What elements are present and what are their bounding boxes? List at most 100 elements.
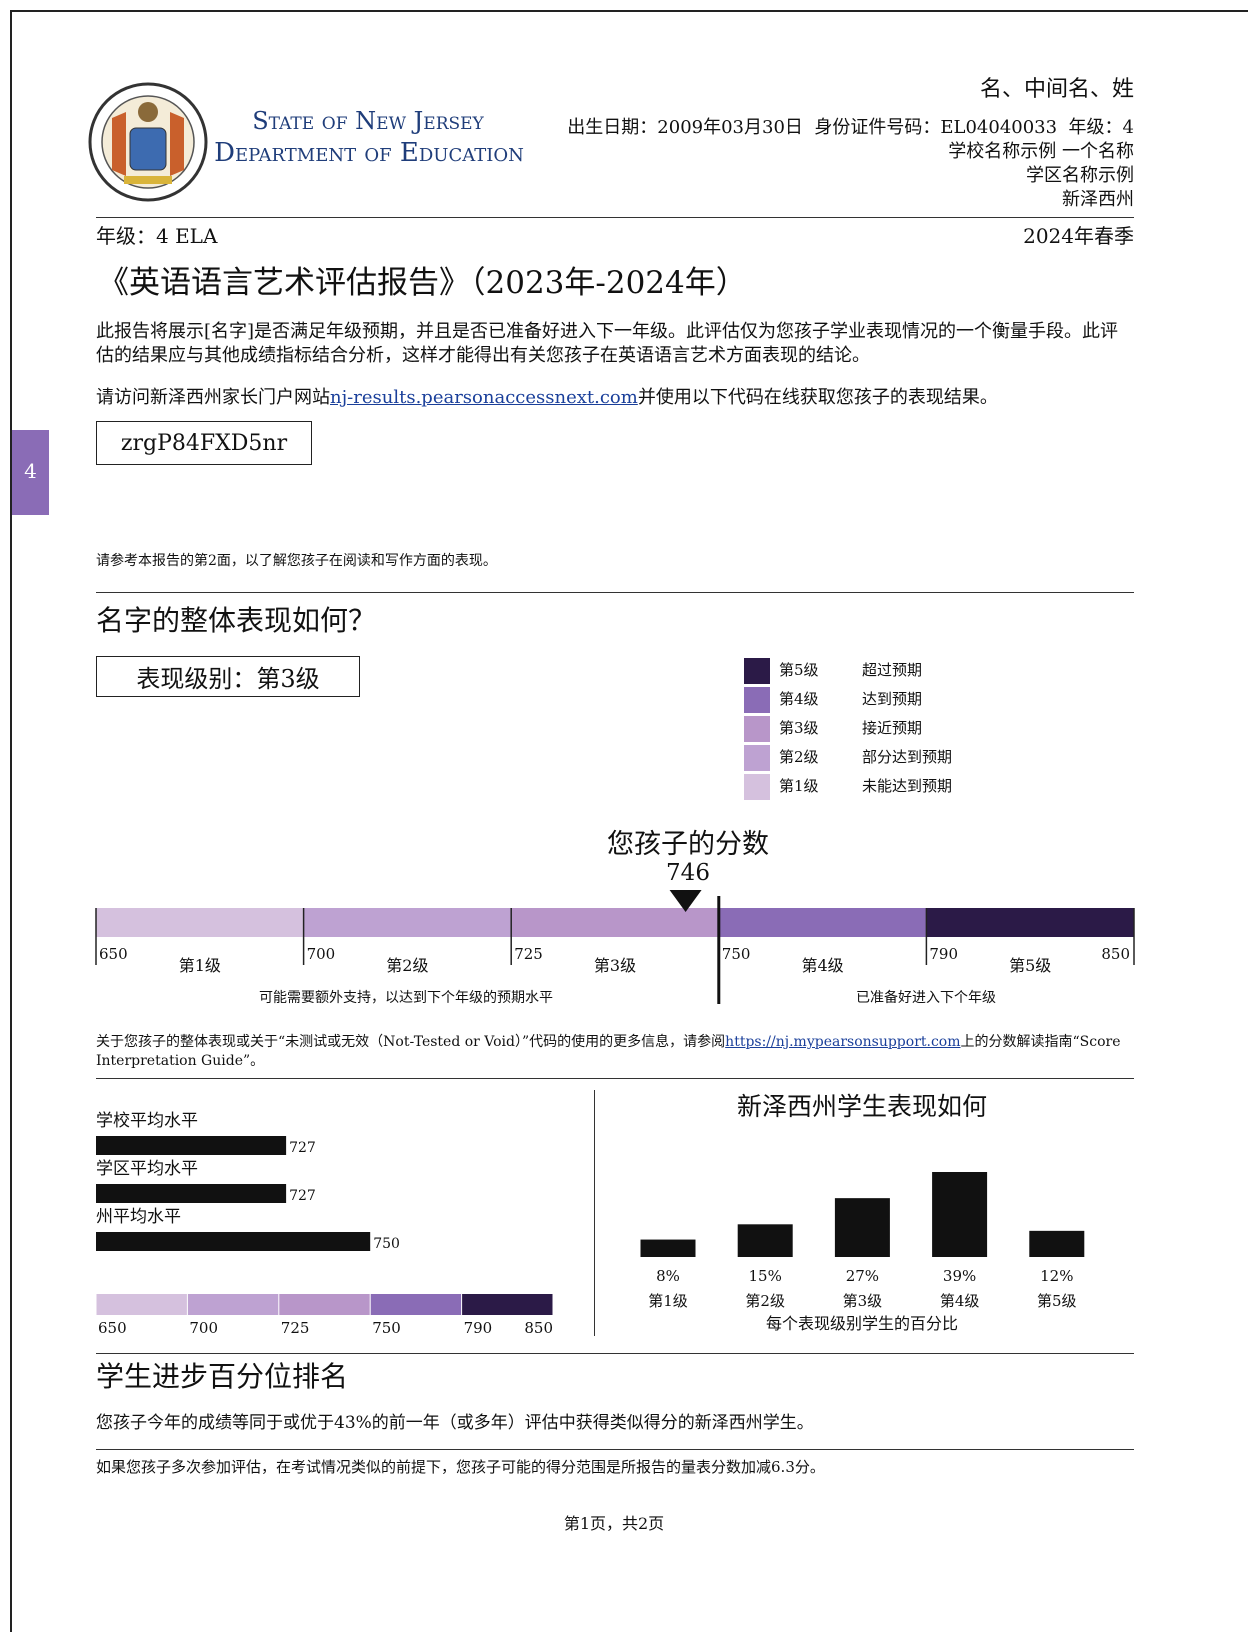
tick-label: 700 <box>189 1319 218 1337</box>
scale-band <box>461 1294 553 1315</box>
divider <box>96 217 1134 218</box>
id-label: 身份证件号码： <box>814 117 941 138</box>
distribution-value: 8% <box>656 1267 680 1285</box>
student-info: 出生日期：2009年03月30日 身份证件号码：EL04040033 年级：4 <box>567 117 1134 139</box>
interpretation: 关于您孩子的整体表现或关于“未测试或无效（Not-Tested or Void）… <box>96 1033 1136 1071</box>
average-bar <box>96 1136 287 1155</box>
birth-label: 出生日期： <box>567 117 658 138</box>
legend-level: 第3级 <box>779 719 819 737</box>
band-level-label: 第3级 <box>594 956 636 975</box>
average-bar <box>96 1184 287 1203</box>
tick-label: 650 <box>99 945 128 963</box>
legend-level: 第2级 <box>779 748 819 766</box>
distribution-value: 12% <box>1040 1267 1073 1285</box>
tick-label: 700 <box>307 945 336 963</box>
school: 学校名称示例 一个名称 <box>948 141 1134 162</box>
level-band <box>511 908 719 937</box>
column-divider <box>594 1090 595 1336</box>
tick-label: 850 <box>524 1319 553 1337</box>
tick-label: 650 <box>98 1319 127 1337</box>
score-marker <box>669 890 702 912</box>
distribution-bar <box>834 1198 890 1257</box>
average-bar <box>96 1232 371 1251</box>
right-note: 已准备好进入下个年级 <box>856 990 996 1006</box>
tick-label: 750 <box>722 945 751 963</box>
agency-line1: State of New Jersey <box>252 107 484 135</box>
average-label: 学校平均水平 <box>96 1111 198 1131</box>
interp-after: 上的分数解读指南“Score Interpretation Guide”。 <box>96 1034 1121 1069</box>
legend-desc: 超过预期 <box>862 661 923 679</box>
page2-note: 请参考本报告的第2面，以了解您孩子在阅读和写作方面的表现。 <box>96 553 497 569</box>
page-frame <box>10 10 1248 1632</box>
tick-label: 725 <box>281 1319 310 1337</box>
range-note: 如果您孩子多次参加评估，在考试情况类似的前提下，您孩子可能的得分范围是所报告的量… <box>96 1458 825 1476</box>
legend-swatch <box>744 774 770 800</box>
state: 新泽西州 <box>1062 189 1134 210</box>
distribution-bar <box>1029 1230 1085 1257</box>
band-level-label: 第1级 <box>179 956 221 975</box>
band-level-label: 第5级 <box>1009 956 1051 975</box>
report-title: 《英语语言艺术评估报告》（2023年-2024年） <box>98 265 747 301</box>
distribution-value: 27% <box>846 1267 879 1285</box>
level-band <box>96 908 304 937</box>
state-seal <box>88 82 208 202</box>
distribution-category: 第4级 <box>940 1292 980 1310</box>
distribution-category: 第2级 <box>745 1292 785 1310</box>
legend-level: 第1级 <box>779 777 819 795</box>
intro: 此报告将展示[名字]是否满足年级预期，并且是否已准备好进入下一年级。此评估仅为您… <box>96 321 1119 366</box>
tick-label: 790 <box>464 1319 493 1337</box>
legend-desc: 部分达到预期 <box>862 748 953 766</box>
percentile-text: 您孩子今年的成绩等同于或优于43%的前一年（或多年）评估中获得类似得分的新泽西州… <box>96 1413 814 1433</box>
student-id: EL04040033 <box>940 117 1058 138</box>
distribution-bar <box>640 1239 696 1257</box>
tick-label: 790 <box>929 945 958 963</box>
scale-band <box>96 1294 188 1315</box>
side-tab-label: 4 <box>24 459 37 483</box>
overall-heading: 名字的整体表现如何？ <box>96 604 377 637</box>
distribution-value: 39% <box>943 1267 976 1285</box>
level-box: 表现级别：第3级 <box>96 656 360 697</box>
level-band <box>926 908 1134 937</box>
grade-label: 年级： <box>1068 117 1123 138</box>
legend-desc: 未能达到预期 <box>862 777 953 795</box>
average-value: 727 <box>289 1140 316 1156</box>
level-band <box>718 908 927 937</box>
divider <box>96 1353 1134 1354</box>
portal-after: 并使用以下代码在线获取您孩子的表现结果。 <box>637 387 998 408</box>
average-value: 727 <box>289 1188 316 1204</box>
tick-label: 725 <box>514 945 543 963</box>
footer: 第1页，共2页 <box>563 1514 665 1533</box>
distribution-xlabel: 每个表现级别学生的百分比 <box>765 1314 958 1333</box>
district: 学区名称示例 <box>1026 165 1134 186</box>
legend-level: 第4级 <box>779 690 819 708</box>
legend-swatch <box>744 687 770 713</box>
distribution-category: 第5级 <box>1037 1292 1077 1310</box>
season: 2024年春季 <box>1023 224 1134 248</box>
average-label: 学区平均水平 <box>96 1159 198 1179</box>
distribution-category: 第1级 <box>648 1292 688 1310</box>
legend-swatch <box>744 745 770 771</box>
tick-label: 850 <box>1101 945 1130 963</box>
legend-desc: 达到预期 <box>862 690 923 708</box>
birth-date: 2009年03月30日 <box>657 117 803 138</box>
agency-line2: Department of Education <box>214 138 524 168</box>
band-level-label: 第2级 <box>386 956 428 975</box>
grade-subject: 年级：4 ELA <box>96 224 218 248</box>
legend-swatch <box>744 658 770 684</box>
score: 746 <box>666 860 710 886</box>
distribution-value: 15% <box>749 1267 782 1285</box>
portal-link[interactable]: nj-results.pearsonaccessnext.com <box>330 387 638 408</box>
divider <box>96 1078 1134 1079</box>
legend-swatch <box>744 716 770 742</box>
average-label: 州平均水平 <box>96 1207 181 1227</box>
distribution-category: 第3级 <box>843 1292 883 1310</box>
portal-text: 请访问新泽西州家长门户网站nj-results.pearsonaccessnex… <box>96 387 998 409</box>
level-band <box>303 908 512 937</box>
band-level-label: 第4级 <box>802 956 844 975</box>
percentile-heading: 学生进步百分位排名 <box>96 1360 349 1393</box>
divider <box>96 592 1134 593</box>
distribution-title: 新泽西州学生表现如何 <box>736 1092 987 1121</box>
grade: 4 <box>1122 117 1134 138</box>
interp-link[interactable]: https://nj.mypearsonsupport.com <box>725 1034 961 1050</box>
